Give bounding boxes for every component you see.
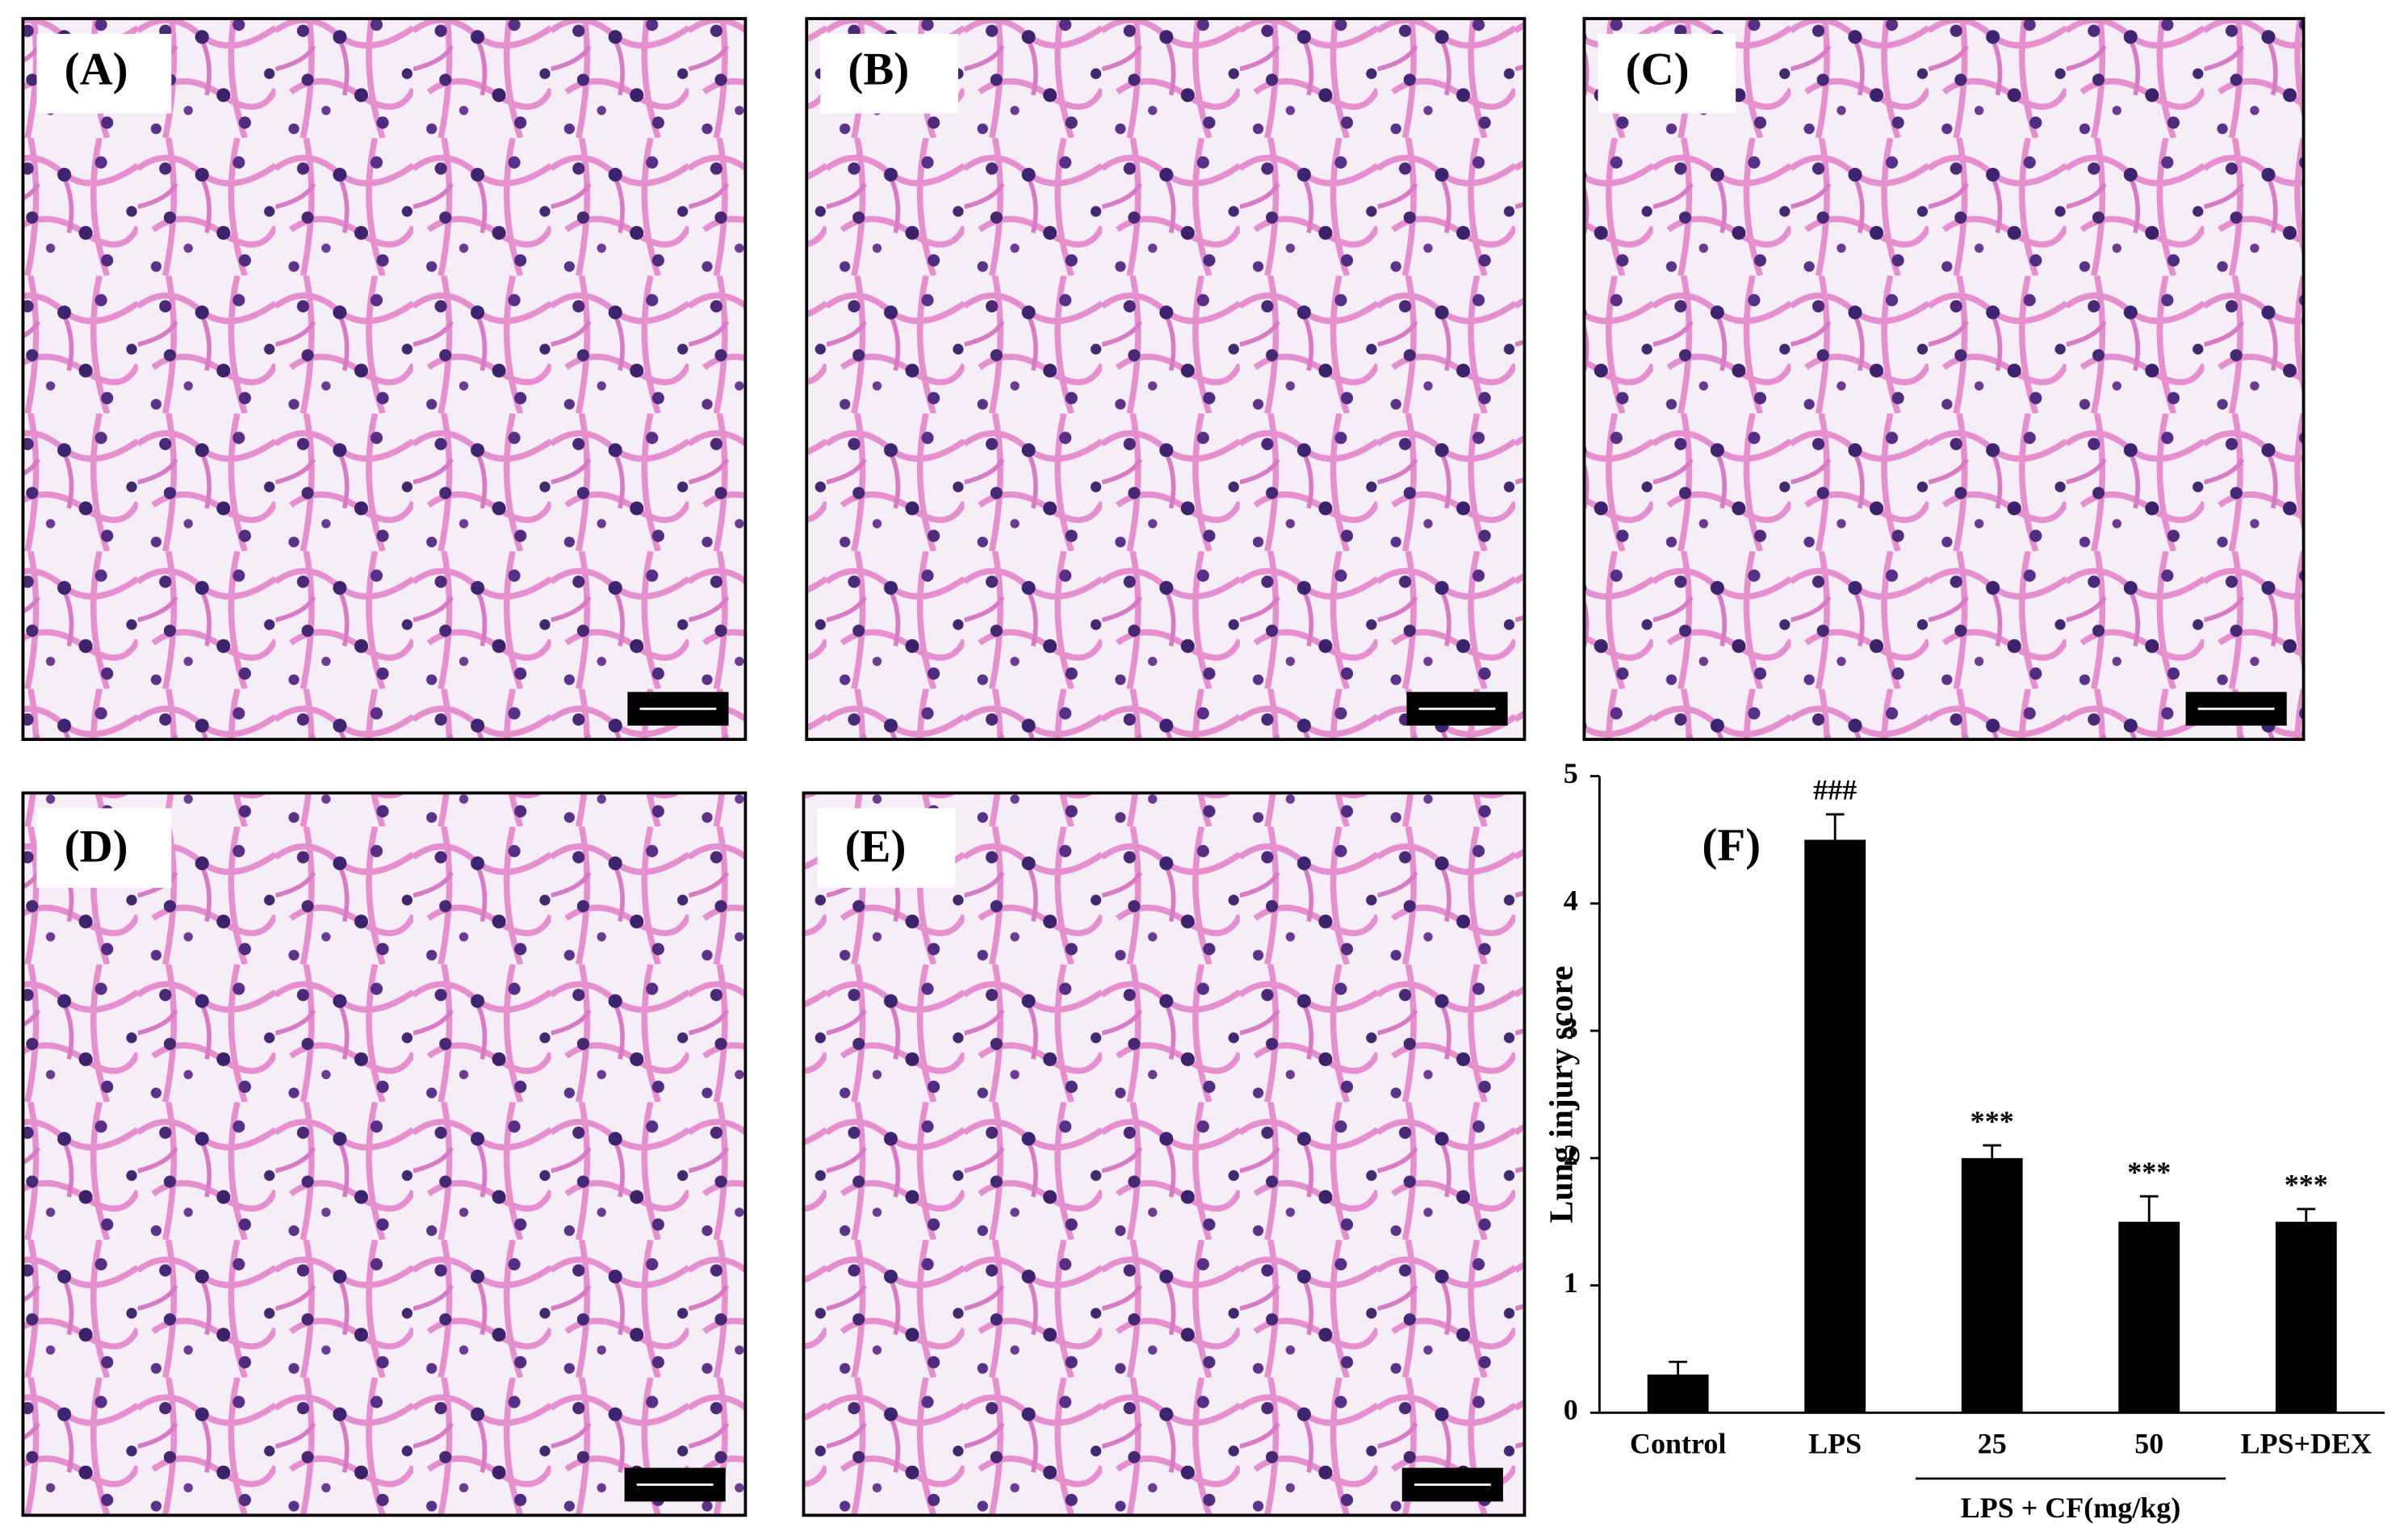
bar: [1804, 839, 1866, 1413]
error-bar: [1669, 1360, 1688, 1375]
label-backdrop: [1598, 34, 1736, 114]
x-tick-label: LPS+DEX: [2240, 1427, 2372, 1459]
bar: [2118, 1221, 2180, 1413]
panel-e: (E): [802, 791, 1527, 1517]
label-backdrop: [36, 808, 172, 888]
error-bar: [1983, 1144, 2002, 1158]
bar-chart: (F) Lung injury score 0 1 2 3 4 5 Control LPS ##…: [1543, 757, 2385, 1524]
x-tick-label: 25: [1978, 1427, 2007, 1459]
y-tick-label: 0: [1564, 1394, 1578, 1426]
y-tick-label: 1: [1564, 1266, 1578, 1299]
panel-label: (B): [848, 44, 909, 94]
bar: [1961, 1157, 2023, 1413]
histology-panels: (A) (B) (C) (D) (E): [21, 17, 2306, 1517]
significance-marker: ###: [1813, 774, 1857, 806]
panel-d: (D): [21, 791, 748, 1517]
x-tick-label: Control: [1630, 1427, 1726, 1459]
label-backdrop: [820, 34, 958, 114]
bar: [1647, 1375, 1709, 1413]
x-tick-label: 50: [2134, 1427, 2163, 1459]
y-tick-label: 4: [1564, 885, 1578, 917]
label-backdrop: [36, 34, 172, 114]
error-bar: [2297, 1207, 2316, 1222]
histology-image: [1582, 17, 2306, 741]
panel-label: (D): [65, 822, 128, 873]
histology-image: [21, 17, 748, 741]
panel-label: (C): [1626, 44, 1690, 94]
histology-image: [802, 791, 1527, 1517]
panel-a: (A): [21, 17, 748, 741]
y-tick-label: 2: [1564, 1139, 1578, 1171]
x-tick-label: LPS: [1808, 1427, 1862, 1459]
y-axis-label: Lung injury score: [1543, 965, 1580, 1223]
y-tick-label: 3: [1564, 1011, 1578, 1044]
panel-label: (E): [845, 822, 907, 873]
y-tick-label: 5: [1564, 757, 1578, 789]
label-backdrop: [817, 808, 956, 888]
panel-c: (C): [1582, 17, 2306, 741]
histology-image: [21, 791, 748, 1517]
significance-marker: ***: [1971, 1105, 2014, 1137]
histology-image: [805, 17, 1527, 741]
panel-b: (B): [805, 17, 1527, 741]
error-bar: [2139, 1195, 2159, 1222]
significance-marker: ***: [2127, 1156, 2171, 1188]
group-label: LPS + CF(mg/kg): [1961, 1492, 2181, 1524]
chart-panel-label: (F): [1702, 820, 1761, 871]
panel-label: (A): [65, 44, 128, 94]
error-bar: [1825, 813, 1845, 840]
significance-marker: ***: [2285, 1169, 2328, 1201]
bar: [2275, 1221, 2337, 1413]
